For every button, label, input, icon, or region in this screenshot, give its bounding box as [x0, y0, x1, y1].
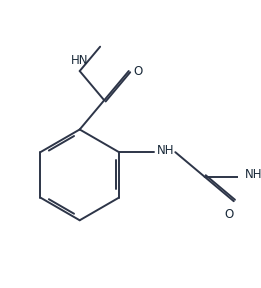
Text: O: O — [133, 65, 143, 77]
Text: HN: HN — [71, 54, 88, 67]
Text: O: O — [224, 209, 234, 221]
Text: NH: NH — [245, 168, 261, 181]
Text: NH: NH — [157, 144, 175, 157]
